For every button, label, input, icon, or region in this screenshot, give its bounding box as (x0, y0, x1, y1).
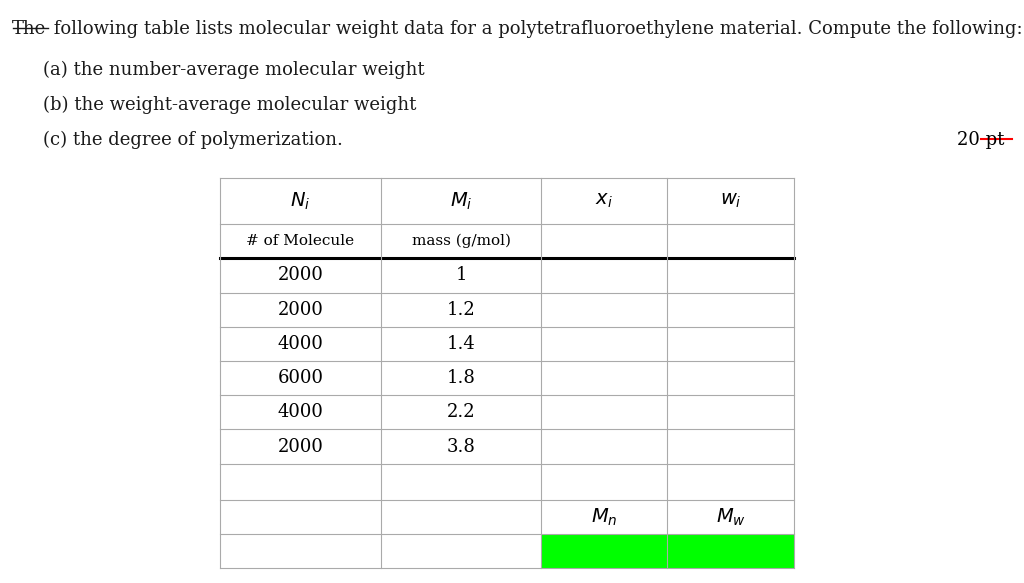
Text: 6000: 6000 (278, 369, 324, 387)
Text: 2.2: 2.2 (446, 403, 475, 422)
Text: 20 pt: 20 pt (957, 131, 1005, 149)
Text: 4000: 4000 (278, 335, 324, 353)
Text: mass (g/mol): mass (g/mol) (412, 234, 511, 248)
Text: 1.2: 1.2 (446, 301, 475, 319)
Text: 3.8: 3.8 (446, 438, 475, 455)
Text: following table lists molecular weight data for a polytetrafluoroethylene materi: following table lists molecular weight d… (48, 20, 1023, 38)
Text: (c) the degree of polymerization.: (c) the degree of polymerization. (43, 131, 343, 149)
Text: 1.8: 1.8 (446, 369, 475, 387)
Text: $M_i$: $M_i$ (450, 190, 472, 212)
Text: $x_i$: $x_i$ (596, 192, 613, 210)
Text: $w_i$: $w_i$ (720, 192, 741, 210)
Text: $N_i$: $N_i$ (290, 190, 310, 212)
Text: 2000: 2000 (278, 438, 324, 455)
Text: (a) the number-average molecular weight: (a) the number-average molecular weight (43, 61, 425, 79)
Text: $M_n$: $M_n$ (591, 507, 617, 528)
Text: $M_w$: $M_w$ (716, 507, 745, 528)
Text: (b) the weight-average molecular weight: (b) the weight-average molecular weight (43, 96, 417, 114)
Text: 2000: 2000 (278, 266, 324, 285)
Text: 1.4: 1.4 (446, 335, 475, 353)
Text: The: The (12, 20, 46, 38)
Text: # of Molecule: # of Molecule (247, 234, 354, 248)
Text: 1: 1 (456, 266, 467, 285)
Text: 2000: 2000 (278, 301, 324, 319)
Text: 4000: 4000 (278, 403, 324, 422)
